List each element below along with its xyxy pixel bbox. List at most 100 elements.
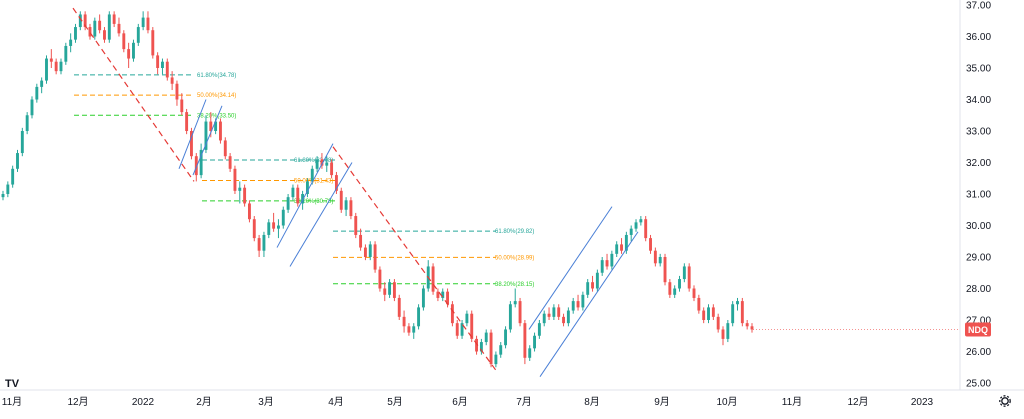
fib-level-label: 50.00%(34.14)	[197, 93, 236, 99]
candle	[653, 247, 657, 267]
time-tick-label: 11月	[782, 396, 802, 408]
candle-body	[238, 187, 242, 191]
candle-body	[310, 168, 314, 182]
candle-body	[228, 156, 232, 169]
candle	[276, 219, 280, 239]
candle	[711, 304, 715, 320]
trend-line	[332, 146, 497, 371]
candle-body	[644, 219, 648, 239]
candle-body	[88, 27, 92, 37]
candle	[407, 323, 411, 336]
candle	[107, 11, 111, 43]
candle	[571, 297, 575, 314]
candle	[373, 241, 377, 273]
candle	[591, 275, 594, 292]
candle-body	[156, 55, 160, 68]
price-tick-label: 29.00	[966, 253, 991, 264]
candle-body	[624, 234, 628, 251]
price-tick-label: 32.00	[966, 158, 991, 169]
fib-level-label: 38.20%(30.78)	[294, 199, 333, 205]
channel-line	[539, 231, 639, 377]
tradingview-logo[interactable]: TV	[5, 378, 20, 390]
candle	[740, 297, 744, 327]
price-tick-label: 33.00	[966, 127, 991, 138]
candle	[508, 301, 512, 333]
candle	[161, 58, 164, 75]
candle	[363, 244, 367, 261]
candle	[59, 58, 63, 75]
candle	[547, 307, 551, 320]
candle-body	[450, 304, 454, 324]
candle-body	[112, 14, 116, 24]
candle	[252, 216, 256, 242]
candle	[383, 282, 387, 302]
candle	[339, 187, 343, 213]
candle	[610, 250, 614, 270]
candle-body	[513, 301, 517, 305]
candle-body	[649, 238, 652, 251]
candle-body	[214, 121, 218, 131]
candle	[533, 332, 536, 352]
candle	[649, 234, 652, 254]
candle-body	[566, 310, 570, 324]
candle-body	[146, 17, 150, 31]
candle	[678, 275, 681, 292]
candle	[460, 320, 464, 339]
candle-body	[711, 307, 715, 317]
candle	[600, 257, 604, 276]
candle-body	[397, 297, 401, 317]
candle	[489, 329, 493, 368]
channel-line	[276, 143, 334, 248]
candle	[388, 279, 392, 298]
candle	[74, 23, 77, 43]
candle-body	[276, 225, 280, 229]
candle-body	[421, 288, 425, 308]
price-tick-label: 36.00	[966, 32, 991, 43]
candle	[523, 320, 527, 365]
channel-line	[289, 162, 353, 267]
candle	[305, 178, 309, 198]
candle-body	[219, 121, 222, 141]
fibonacci-layer: 61.80%(34.78) 50.00%(34.14) 38.20%(33.50) 6…	[74, 73, 534, 288]
candle	[721, 326, 725, 346]
candle-body	[180, 99, 184, 113]
candle-body	[475, 338, 479, 352]
candle-body	[504, 329, 508, 346]
candle-body	[103, 30, 106, 40]
candle-body	[11, 168, 15, 185]
price-tick-label: 31.00	[966, 190, 991, 201]
candle-body	[69, 39, 73, 46]
time-tick-label: 6月	[452, 396, 468, 408]
candle	[40, 77, 44, 94]
candle-body	[233, 168, 237, 191]
candle-body	[132, 42, 135, 59]
candle-body	[605, 260, 609, 267]
candle	[141, 11, 145, 31]
candle	[88, 23, 92, 40]
candle	[475, 335, 479, 355]
candle	[484, 329, 488, 346]
candle	[528, 345, 532, 361]
candle-body	[441, 291, 445, 298]
candle	[368, 241, 372, 261]
candle	[11, 165, 15, 188]
candle	[513, 288, 517, 308]
candle-body	[35, 86, 39, 100]
candle	[586, 279, 590, 298]
candle	[25, 112, 29, 135]
candle	[286, 194, 290, 213]
trend-line	[72, 7, 195, 182]
candle-body	[40, 80, 44, 87]
candle-body	[479, 342, 483, 352]
candle-body	[291, 187, 295, 198]
price-tick-label: 27.00	[966, 316, 991, 327]
candle	[378, 266, 382, 292]
candle-body	[653, 250, 657, 264]
settings-gear-icon[interactable]	[999, 395, 1011, 407]
candle-body	[223, 140, 227, 157]
candle	[692, 285, 696, 302]
time-tick-label: 2023	[911, 397, 934, 408]
candle	[78, 11, 82, 31]
candle-body	[330, 162, 334, 176]
